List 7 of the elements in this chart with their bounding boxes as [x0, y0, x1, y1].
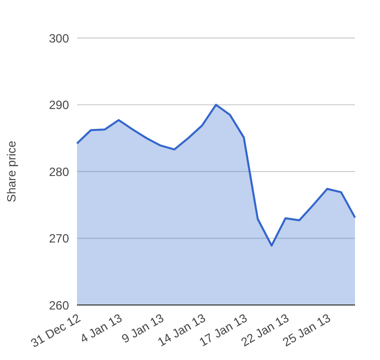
- y-axis-title: Share price: [4, 140, 18, 202]
- y-tick-label: 270: [48, 232, 70, 246]
- x-tick-label: 31 Dec 12: [28, 310, 84, 350]
- y-tick-label: 280: [48, 164, 70, 179]
- y-tick-label: 260: [48, 298, 70, 312]
- y-tick-label: 300: [48, 31, 70, 46]
- y-tick-label: 290: [48, 98, 70, 112]
